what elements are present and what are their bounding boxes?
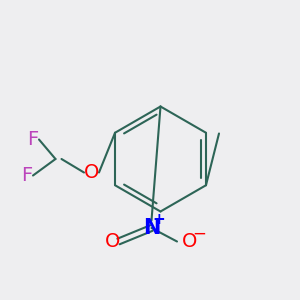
Text: F: F — [27, 130, 39, 149]
Text: O: O — [84, 163, 99, 182]
Text: N: N — [143, 218, 160, 238]
Text: −: − — [193, 225, 206, 243]
Text: F: F — [21, 166, 33, 185]
Text: O: O — [105, 232, 120, 251]
Text: +: + — [153, 212, 165, 226]
Text: O: O — [182, 232, 197, 251]
